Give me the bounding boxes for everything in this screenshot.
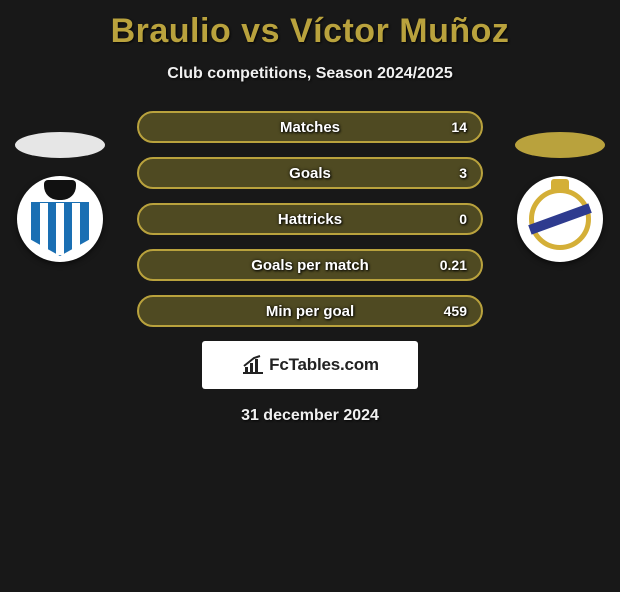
crest-left bbox=[10, 132, 110, 292]
date-text: 31 december 2024 bbox=[0, 407, 620, 425]
stat-label: Goals bbox=[289, 165, 331, 182]
stat-row: Goals 3 bbox=[137, 157, 483, 189]
stat-label: Matches bbox=[280, 119, 340, 136]
title-vs: vs bbox=[241, 12, 280, 50]
stat-value-right: 0 bbox=[459, 211, 467, 227]
stat-row: Hattricks 0 bbox=[137, 203, 483, 235]
stat-row: Goals per match 0.21 bbox=[137, 249, 483, 281]
stat-label: Hattricks bbox=[278, 211, 342, 228]
brand-text: FcTables.com bbox=[269, 355, 379, 375]
stat-value-right: 459 bbox=[444, 303, 467, 319]
stat-label: Min per goal bbox=[266, 303, 354, 320]
crest-right bbox=[510, 132, 610, 292]
ellipse-left bbox=[15, 132, 105, 158]
stat-value-right: 3 bbox=[459, 165, 467, 181]
club-crest-right-icon bbox=[517, 176, 603, 262]
stat-row: Min per goal 459 bbox=[137, 295, 483, 327]
stat-value-right: 0.21 bbox=[440, 257, 467, 273]
stat-value-right: 14 bbox=[451, 119, 467, 135]
stat-label: Goals per match bbox=[251, 257, 369, 274]
ellipse-right bbox=[515, 132, 605, 158]
stats-list: Matches 14 Goals 3 Hattricks 0 Goals per match… bbox=[137, 111, 483, 327]
page-title: Braulio vs Víctor Muñoz bbox=[0, 12, 620, 51]
club-crest-left-icon bbox=[17, 176, 103, 262]
title-player1: Braulio bbox=[111, 12, 232, 50]
title-player2: Víctor Muñoz bbox=[290, 12, 509, 50]
subtitle: Club competitions, Season 2024/2025 bbox=[0, 65, 620, 83]
chart-bar-icon bbox=[241, 355, 265, 375]
brand-box: FcTables.com bbox=[202, 341, 418, 389]
stat-row: Matches 14 bbox=[137, 111, 483, 143]
